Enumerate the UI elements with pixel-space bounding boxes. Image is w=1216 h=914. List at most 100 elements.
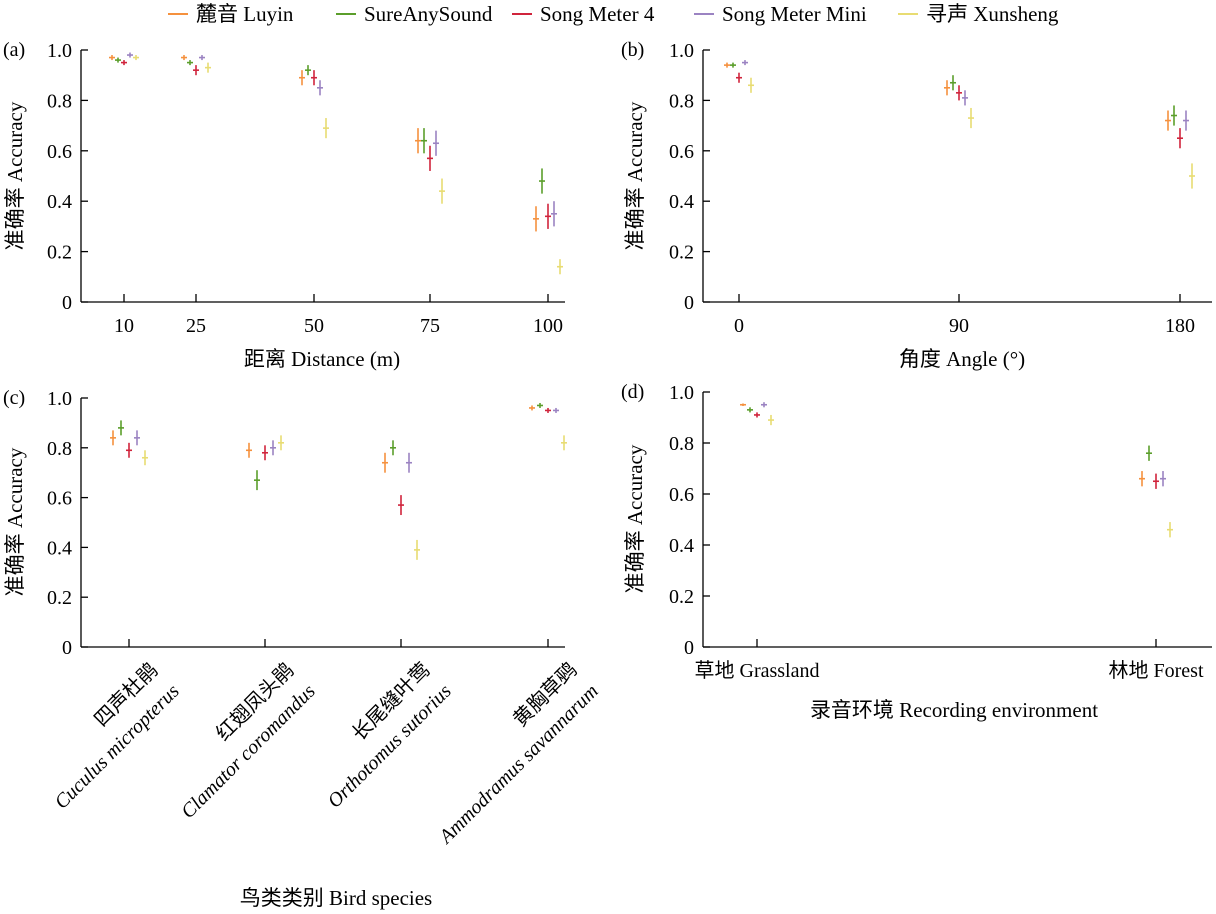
data-point xyxy=(1165,110,1171,131)
data-point xyxy=(533,206,539,232)
data-point xyxy=(127,52,133,58)
data-point xyxy=(317,80,323,96)
data-series xyxy=(121,60,551,229)
y-tick-label: 0.2 xyxy=(669,586,694,608)
data-point xyxy=(382,452,388,473)
legend-label: 麓音 Luyin xyxy=(196,2,294,26)
y-tick-label: 0.4 xyxy=(669,535,694,557)
data-point xyxy=(545,407,551,413)
data-point xyxy=(1139,471,1145,487)
data-point xyxy=(262,445,268,461)
data-point xyxy=(118,420,124,436)
data-series xyxy=(109,55,539,232)
data-point xyxy=(1177,128,1183,149)
y-tick-label: 0.8 xyxy=(669,90,694,112)
panel-label: (d) xyxy=(621,381,644,403)
x-tick-label: 林地 Forest xyxy=(1109,659,1204,682)
x-tick-label: 75 xyxy=(420,315,440,337)
data-point xyxy=(121,60,127,66)
y-tick-label: 0 xyxy=(62,292,72,314)
y-tick-label: 1.0 xyxy=(669,40,694,62)
data-point xyxy=(551,201,557,227)
y-tick-label: 1.0 xyxy=(669,382,694,404)
data-point xyxy=(950,75,956,91)
y-tick-label: 0.4 xyxy=(47,191,72,213)
data-point xyxy=(730,62,736,68)
x-tick-label: 50 xyxy=(304,315,324,337)
data-point xyxy=(968,107,974,129)
data-point xyxy=(126,442,132,458)
data-point xyxy=(956,85,962,101)
data-series xyxy=(142,435,567,560)
data-point xyxy=(193,65,199,76)
y-tick-label: 0 xyxy=(62,637,72,659)
data-point xyxy=(748,77,754,93)
data-series xyxy=(754,412,1159,489)
data-point xyxy=(205,62,211,73)
data-point xyxy=(1183,110,1189,131)
data-point xyxy=(539,168,545,194)
data-point xyxy=(134,430,140,446)
data-point xyxy=(1167,522,1173,538)
data-point xyxy=(944,80,950,96)
y-axis-title: 准确率 Accuracy xyxy=(3,447,27,596)
x-tick-label: 25 xyxy=(186,315,206,337)
data-point xyxy=(187,60,193,66)
data-point xyxy=(278,435,284,451)
data-point xyxy=(421,128,427,154)
data-series xyxy=(740,403,1145,487)
data-point xyxy=(415,128,421,154)
data-series xyxy=(768,414,1173,538)
y-tick-label: 0.6 xyxy=(669,141,694,163)
y-axis-title: 准确率 Accuracy xyxy=(623,101,647,250)
data-point xyxy=(254,470,260,491)
chart-panels: 0 0.2 0.4 0.6 0.8 1.0 10 25 50 75 100 距离 Distance (… xyxy=(3,39,1212,910)
legend: 麓音 Luyin SureAnySound Song Meter 4 Song Met… xyxy=(168,2,1059,26)
data-point xyxy=(724,62,730,68)
data-series xyxy=(134,407,559,473)
legend-item: Song Meter Mini xyxy=(694,2,867,26)
legend-label: 寻声 Xunsheng xyxy=(926,2,1059,26)
chart-panel: 0 0.2 0.4 0.6 0.8 1.0 10 25 50 75 100 距离 Distance (… xyxy=(3,39,565,371)
data-point xyxy=(537,402,543,408)
data-point xyxy=(1171,105,1177,126)
data-point xyxy=(1146,445,1152,461)
data-series xyxy=(133,55,563,275)
data-point xyxy=(742,60,748,66)
y-axis-title: 准确率 Accuracy xyxy=(3,101,27,250)
data-point xyxy=(736,72,742,83)
data-point xyxy=(109,55,115,61)
legend-label: Song Meter 4 xyxy=(540,2,655,26)
panel-label: (a) xyxy=(3,39,25,61)
legend-label: Song Meter Mini xyxy=(722,2,867,26)
chart-panel: 0 0.2 0.4 0.6 0.8 1.0 草地 Grassland 林地 Forest 录音环… xyxy=(621,381,1212,722)
data-point xyxy=(1153,473,1159,489)
data-series xyxy=(736,72,1183,149)
y-tick-label: 0.8 xyxy=(669,433,694,455)
y-axis-title: 准确率 Accuracy xyxy=(623,444,647,593)
y-tick-label: 0.2 xyxy=(47,242,72,264)
data-point xyxy=(406,452,412,473)
data-point xyxy=(181,55,187,61)
data-point xyxy=(1189,163,1195,189)
data-point xyxy=(115,57,121,63)
y-tick-label: 0.2 xyxy=(669,242,694,264)
y-tick-label: 0.8 xyxy=(47,90,72,112)
data-point xyxy=(311,70,317,86)
data-series xyxy=(127,52,557,227)
data-point xyxy=(557,259,563,275)
y-tick-label: 0.2 xyxy=(47,587,72,609)
x-tick-label: 180 xyxy=(1165,315,1195,337)
y-tick-label: 0.6 xyxy=(47,488,72,510)
y-tick-label: 0 xyxy=(684,292,694,314)
chart-panel: 0 0.2 0.4 0.6 0.8 1.0 0 90 180 角度 Angle (°) 准确率 Ac… xyxy=(621,39,1212,371)
data-series xyxy=(115,57,545,194)
legend-item: 寻声 Xunsheng xyxy=(898,2,1059,26)
x-axis-title: 角度 Angle (°) xyxy=(899,347,1025,371)
data-series xyxy=(118,402,543,491)
data-point xyxy=(390,440,396,456)
x-axis-title: 鸟类类别 Bird species xyxy=(240,886,432,910)
data-point xyxy=(747,407,753,413)
